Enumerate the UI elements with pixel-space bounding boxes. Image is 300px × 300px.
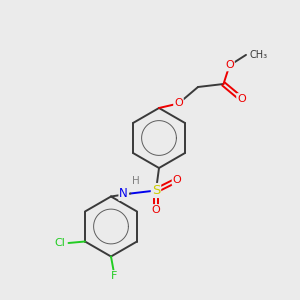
Text: CH₃: CH₃ — [249, 50, 267, 60]
Text: O: O — [225, 60, 234, 70]
Text: O: O — [152, 205, 160, 215]
Text: F: F — [111, 271, 117, 281]
Text: O: O — [174, 98, 183, 109]
Text: S: S — [152, 184, 160, 197]
Text: H: H — [132, 176, 140, 186]
Text: O: O — [237, 94, 246, 104]
Text: Cl: Cl — [54, 238, 65, 248]
Text: N: N — [119, 187, 128, 200]
Text: O: O — [172, 175, 182, 185]
